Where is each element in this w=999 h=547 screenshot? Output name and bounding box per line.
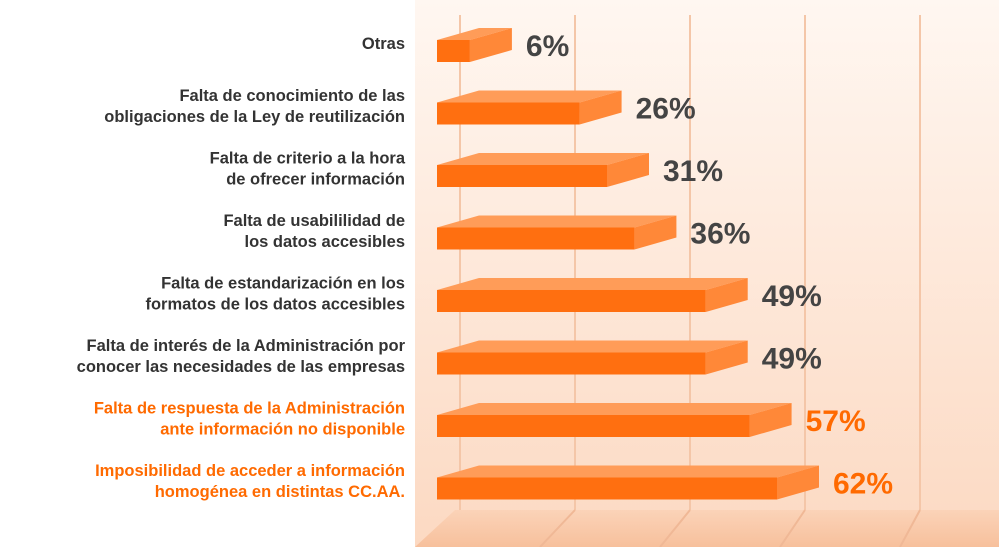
bar bbox=[437, 40, 470, 62]
category-label: Falta de criterio a la hora de ofrecer in… bbox=[210, 150, 406, 189]
bar-top bbox=[437, 465, 819, 478]
bar-side bbox=[579, 90, 622, 125]
bar bbox=[437, 102, 580, 125]
bar-top bbox=[437, 153, 649, 165]
category-label-line: Falta de interés de la Administración po… bbox=[87, 337, 406, 355]
category-label: Falta de interés de la Administración po… bbox=[77, 337, 406, 376]
bar bbox=[437, 415, 750, 437]
value-label: 49% bbox=[762, 280, 822, 313]
category-label-line: los datos accesibles bbox=[245, 233, 406, 251]
value-label: 26% bbox=[636, 92, 696, 125]
bar bbox=[437, 477, 777, 500]
bar-side bbox=[777, 465, 819, 500]
value-label: 57% bbox=[806, 405, 866, 438]
category-label: Falta de usabililidad de los datos accesi… bbox=[223, 212, 405, 251]
bar bbox=[437, 290, 706, 312]
bar bbox=[437, 352, 706, 375]
bar-top bbox=[437, 90, 622, 103]
bar-top bbox=[437, 403, 792, 415]
category-label-line: conocer las necesidades de las empresas bbox=[77, 358, 405, 376]
category-label: Imposibilidad de acceder a información ho… bbox=[95, 462, 405, 501]
bar-top bbox=[437, 28, 512, 40]
category-label-line: Falta de respuesta de la Administración bbox=[94, 400, 405, 418]
bar-top bbox=[437, 340, 748, 353]
bar-side bbox=[705, 278, 748, 312]
category-label-line: Falta de estandarización en los bbox=[161, 275, 405, 293]
background bbox=[415, 0, 999, 547]
bar bbox=[437, 165, 607, 187]
category-label-line: obligaciones de la Ley de reutilización bbox=[104, 108, 405, 126]
bar-side bbox=[705, 340, 748, 375]
value-label: 49% bbox=[762, 342, 822, 375]
category-label-line: Otras bbox=[362, 35, 405, 53]
bar-side bbox=[634, 215, 677, 250]
category-label: Falta de conocimiento de las obligaciones… bbox=[104, 87, 405, 126]
category-label-line: ante información no disponible bbox=[160, 421, 405, 439]
value-label: 6% bbox=[526, 30, 569, 63]
category-label-line: Falta de usabililidad de bbox=[223, 212, 405, 230]
bar-top bbox=[437, 278, 748, 290]
bar-top bbox=[437, 215, 677, 228]
category-label-line: homogénea en distintas CC.AA. bbox=[155, 483, 405, 501]
category-label-line: Falta de criterio a la hora bbox=[210, 150, 406, 168]
category-label-line: Falta de conocimiento de las bbox=[179, 87, 405, 105]
value-label: 36% bbox=[690, 217, 750, 250]
category-label-line: de ofrecer información bbox=[226, 171, 405, 189]
bar-side bbox=[607, 153, 649, 187]
category-label-line: formatos de los datos accesibles bbox=[145, 296, 405, 314]
bar bbox=[437, 227, 635, 250]
value-label: 62% bbox=[833, 467, 893, 500]
bar-side bbox=[749, 403, 792, 437]
category-label: Falta de estandarización en los formatos … bbox=[145, 275, 405, 314]
category-label: Otras bbox=[362, 35, 405, 53]
category-label-line: Imposibilidad de acceder a información bbox=[95, 462, 405, 480]
value-label: 31% bbox=[663, 155, 723, 188]
category-label: Falta de respuesta de la Administración a… bbox=[94, 400, 405, 439]
bar-side bbox=[469, 28, 512, 62]
